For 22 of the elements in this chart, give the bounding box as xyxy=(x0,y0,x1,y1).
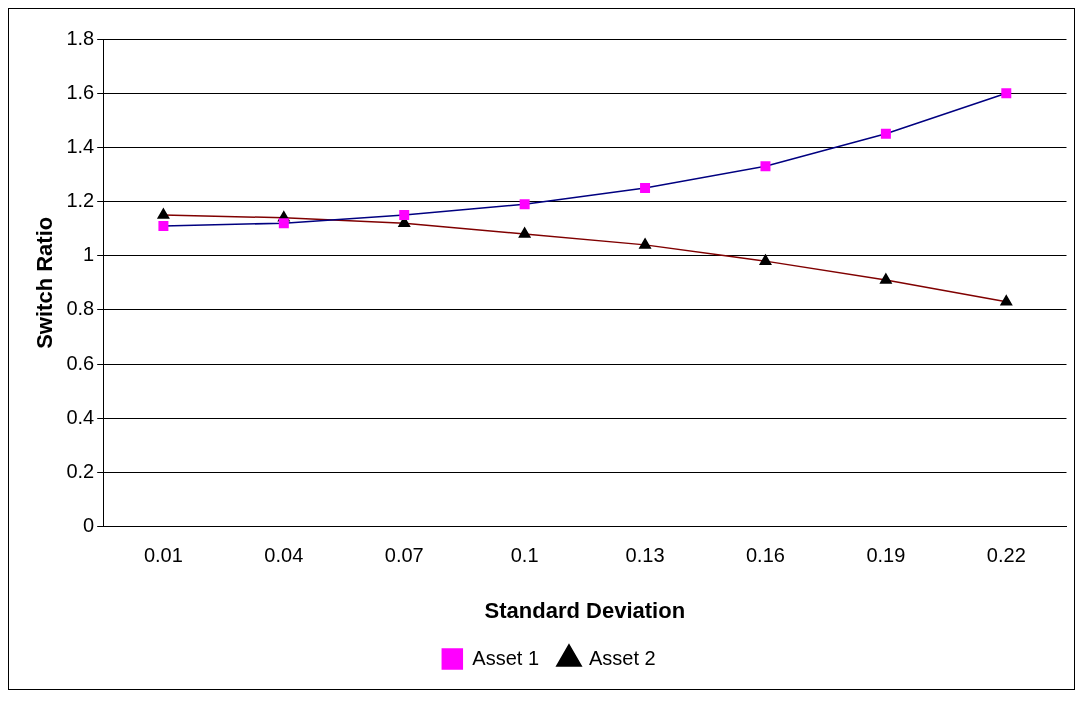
x-tick-label: 0.16 xyxy=(746,544,785,567)
y-tick-label: 1.8 xyxy=(66,26,95,49)
y-tick-label: 1 xyxy=(83,243,95,266)
x-tick-label: 0.01 xyxy=(143,544,183,567)
x-axis-title: Standard Deviation xyxy=(484,597,686,623)
x-tick-label: 0.1 xyxy=(510,544,539,567)
x-tick-label: 0.07 xyxy=(384,544,424,567)
x-tick-label: 0.13 xyxy=(625,544,665,567)
y-tick-label: 1.4 xyxy=(66,134,95,157)
x-tick-label: 0.04 xyxy=(264,544,304,567)
y-tick-label: 1.6 xyxy=(66,80,95,103)
x-tick-label: 0.19 xyxy=(866,544,906,567)
y-tick-label: 0.4 xyxy=(66,405,95,428)
y-tick-label: 0 xyxy=(83,514,95,537)
legend-label: Asset 2 xyxy=(589,646,656,669)
y-tick-label: 0.2 xyxy=(66,459,95,482)
y-tick-label: 0.6 xyxy=(66,351,95,374)
y-tick-label: 0.8 xyxy=(66,297,95,320)
legend-label: Asset 1 xyxy=(472,646,539,669)
x-tick-label: 0.22 xyxy=(986,544,1026,567)
y-tick-label: 1.2 xyxy=(66,189,95,212)
y-axis-title: Switch Ratio xyxy=(32,216,58,349)
